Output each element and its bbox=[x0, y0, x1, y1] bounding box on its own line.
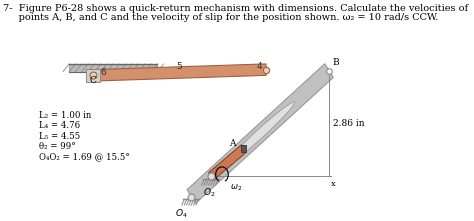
Polygon shape bbox=[187, 64, 333, 203]
Text: B: B bbox=[332, 58, 339, 67]
Text: L₂ = 1.00 in: L₂ = 1.00 in bbox=[39, 111, 91, 120]
Text: L₅ = 4.55: L₅ = 4.55 bbox=[39, 132, 81, 141]
Text: 7-  Figure P6-28 shows a quick-return mechanism with dimensions. Calculate the v: 7- Figure P6-28 shows a quick-return mec… bbox=[3, 4, 468, 13]
Text: A: A bbox=[228, 139, 235, 148]
Text: x: x bbox=[331, 180, 336, 188]
Text: θ₂ = 99°: θ₂ = 99° bbox=[39, 142, 76, 151]
Text: $O_4$: $O_4$ bbox=[175, 208, 188, 221]
Text: 2.86 in: 2.86 in bbox=[333, 119, 365, 128]
Polygon shape bbox=[93, 64, 266, 81]
Text: L₄ = 4.76: L₄ = 4.76 bbox=[39, 121, 81, 130]
Polygon shape bbox=[69, 64, 157, 72]
Polygon shape bbox=[86, 69, 100, 82]
Text: $\omega_2$: $\omega_2$ bbox=[230, 182, 242, 193]
Text: O₄O₂ = 1.69 @ 15.5°: O₄O₂ = 1.69 @ 15.5° bbox=[39, 153, 130, 162]
Text: C: C bbox=[90, 76, 96, 85]
Text: 4: 4 bbox=[256, 62, 262, 71]
Text: 5: 5 bbox=[177, 62, 182, 71]
Ellipse shape bbox=[226, 102, 295, 165]
Text: points A, B, and C and the velocity of slip for the position shown. ω₂ = 10 rad/: points A, B, and C and the velocity of s… bbox=[3, 13, 438, 22]
Text: $O_2$: $O_2$ bbox=[203, 187, 216, 200]
Polygon shape bbox=[209, 145, 246, 180]
Polygon shape bbox=[241, 145, 246, 152]
Text: 6: 6 bbox=[101, 68, 107, 77]
